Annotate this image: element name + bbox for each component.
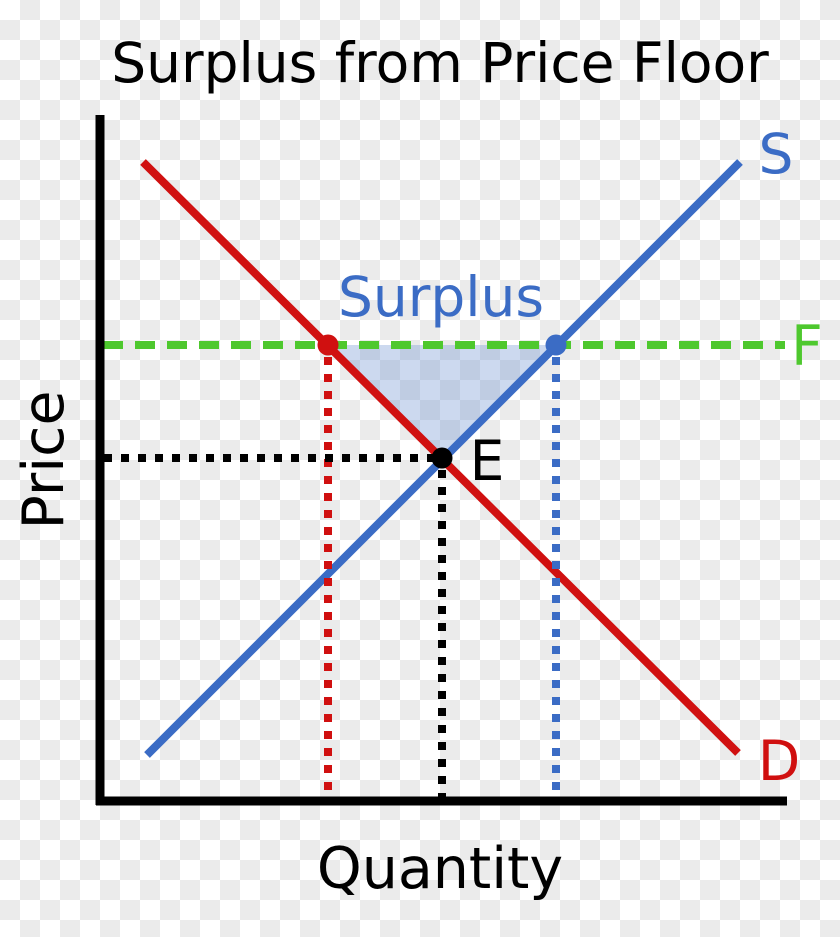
surplus-label: Surplus xyxy=(338,265,544,329)
chart-title: Surplus from Price Floor xyxy=(111,31,769,95)
supply-floor-point xyxy=(545,334,567,356)
y-axis-label: Price xyxy=(11,390,77,529)
supply-label: S xyxy=(759,122,794,186)
demand-label: D xyxy=(758,729,800,793)
surplus-region xyxy=(328,345,556,458)
equilibrium-point xyxy=(431,447,453,469)
equilibrium-label: E xyxy=(470,429,505,493)
floor-label: F xyxy=(791,314,823,378)
x-axis-label: Quantity xyxy=(317,836,563,902)
demand-floor-point xyxy=(317,334,339,356)
